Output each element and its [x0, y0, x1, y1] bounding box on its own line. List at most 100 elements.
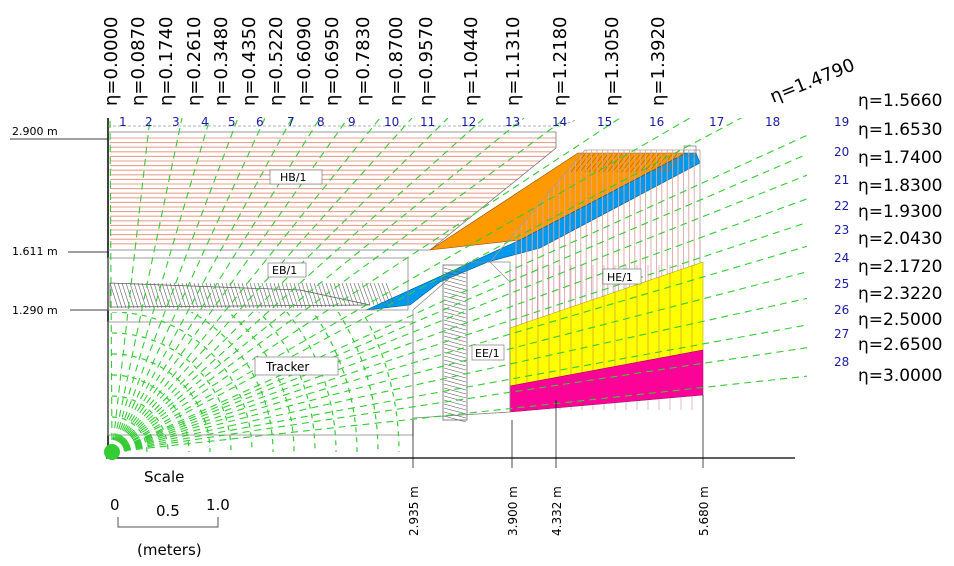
eb-crystal-line [345, 282, 355, 306]
eta-line [111, 324, 807, 453]
ee-label: EE/1 [471, 344, 505, 361]
eta-label-right: η=1.6530 [858, 120, 943, 140]
ee-crystal-line [443, 395, 467, 403]
orange-hatch-line [575, 153, 590, 173]
svg-text:HB/1: HB/1 [280, 171, 307, 184]
eta-line [111, 118, 621, 453]
eta-line [111, 118, 525, 453]
ee-crystal-line [443, 371, 467, 379]
ee-crystal-line [443, 315, 467, 323]
eta-line [111, 118, 567, 453]
ee-crystal-line [443, 383, 467, 391]
orange-hatch-line [630, 153, 646, 173]
eb-crystal-line [221, 282, 231, 309]
ee-crystal-line [443, 375, 467, 383]
eb-crystal-line [329, 282, 339, 307]
radius-label-1290: 1.290 m [12, 304, 58, 317]
tower-number-top: 5 [228, 115, 236, 129]
eta-label-right: η=1.5660 [858, 91, 943, 111]
tower-number-top: 15 [597, 115, 612, 129]
eta-label-top: η=1.2180 [550, 17, 571, 106]
eta-labels-right: η=1.5660 η=1.6530 η=1.7400 η=1.8300 η=1.9300… [858, 91, 943, 386]
radius-label-1611: 1.611 m [12, 245, 58, 258]
eb-crystal-line [241, 282, 251, 309]
eta-label-top: η=0.7830 [353, 17, 374, 106]
eta-label-right: η=2.6500 [858, 335, 943, 355]
ee-crystal-line [443, 267, 467, 275]
ee-crystal-line [443, 299, 467, 307]
orange-hatch-line [658, 153, 673, 173]
eb-crystal-line [201, 282, 211, 309]
eb-crystal-line [117, 282, 127, 309]
eb-crystal-line [157, 282, 167, 309]
eb-region [109, 282, 395, 309]
scale-title: Scale [144, 468, 184, 486]
tracker-arc [111, 395, 169, 453]
eb-crystal-line [141, 282, 151, 309]
tower-number-top: 3 [172, 115, 180, 129]
eb-crystal-line [305, 282, 315, 308]
eta-label-top: η=0.4350 [239, 17, 260, 106]
ee-crystal-line [443, 347, 467, 355]
radius-label-2900: 2.900 m [12, 125, 58, 138]
eb-crystal-line [377, 282, 387, 305]
svg-text:EB/1: EB/1 [272, 264, 297, 277]
tower-number-right: 25 [834, 277, 849, 291]
tracker-outline [107, 321, 414, 436]
eb-crystal-line [341, 282, 351, 306]
eta-line [111, 198, 807, 453]
orange-hatch-line [635, 153, 650, 173]
tower-number-top: 2 [145, 115, 153, 129]
eb-crystal-line [133, 282, 143, 309]
eta-label-top: η=1.3920 [648, 17, 669, 106]
eta-label-right: η=2.1720 [858, 257, 943, 277]
tower-number-top: 9 [348, 115, 356, 129]
orange-hatch-line [667, 153, 682, 173]
hb-outline [108, 131, 557, 251]
ee-crystal-line [443, 391, 467, 399]
ee-crystal-line [443, 271, 467, 279]
orange-hatch-line [639, 153, 655, 173]
eta-line [111, 153, 807, 453]
ee-crystal-line [443, 387, 467, 395]
tower-number-top: 7 [287, 115, 295, 129]
eb-crystal-line [233, 282, 243, 309]
eb-crystal-line [385, 282, 395, 304]
eta-label-top: η=0.9570 [416, 17, 437, 106]
tower-number-right: 24 [834, 251, 849, 265]
eta-label-top: η=0.2610 [184, 17, 205, 106]
eta-line [111, 118, 151, 453]
ee-crystal-line [443, 415, 467, 423]
blue-band [365, 152, 701, 311]
eb-crystal-line [369, 282, 379, 305]
eb-crystal-line [249, 282, 259, 309]
eta-label-top: η=0.6950 [322, 17, 343, 106]
eb-crystal-line [181, 282, 191, 309]
eb-crystal-line [113, 282, 123, 309]
scale-unit: (meters) [137, 541, 202, 559]
svg-text:HE/1: HE/1 [607, 271, 633, 284]
eta-line [111, 375, 807, 453]
he-label: HE/1 [602, 268, 642, 285]
eb-crystal-line [149, 282, 159, 309]
eta-line [111, 245, 807, 453]
interaction-point-marker [104, 444, 120, 460]
orange-hatch-line [662, 153, 678, 173]
eta-label-right: η=2.3220 [858, 284, 943, 304]
eta-label-top: η=0.6090 [294, 17, 315, 106]
eta-line [111, 297, 807, 453]
z-label-3900: 3.900 m [506, 486, 520, 536]
eta-label-right: η=2.0430 [858, 229, 943, 249]
eta-line [111, 118, 691, 453]
tracker-label: Tracker [254, 356, 339, 376]
eb-crystal-line [297, 282, 307, 309]
ee-crystal-line [443, 291, 467, 299]
eb-crystal-line [285, 282, 295, 309]
eta-line [111, 118, 321, 453]
eb-crystal-line [357, 282, 367, 306]
eta-label-right: η=3.0000 [858, 366, 943, 386]
orange-hatch-line [625, 153, 641, 173]
eb-crystal-outline [109, 282, 371, 308]
tower-number-right: 22 [834, 199, 849, 213]
ee-crystal-line [443, 407, 467, 415]
